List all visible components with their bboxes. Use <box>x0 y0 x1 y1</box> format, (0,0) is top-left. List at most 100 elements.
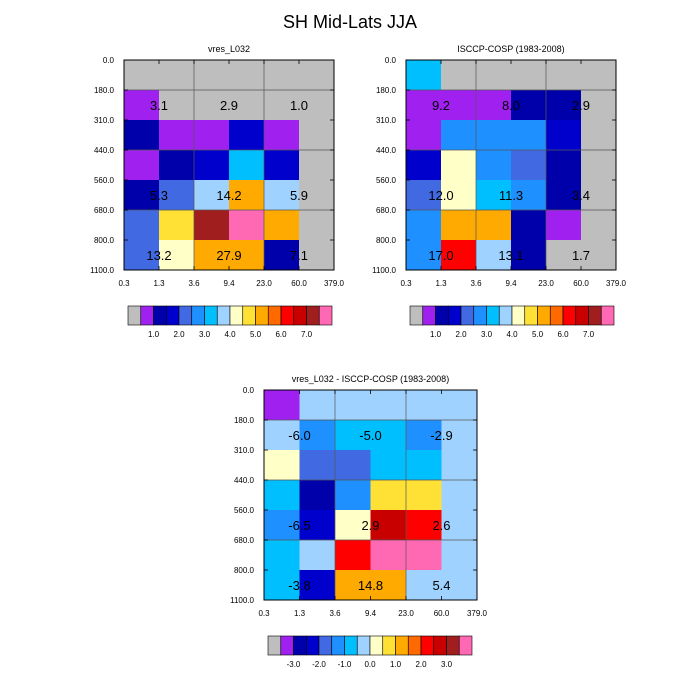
y-tick-label: 440.0 <box>376 146 397 155</box>
y-tick-label: 310.0 <box>234 446 255 455</box>
heatmap-cell <box>264 570 300 601</box>
heatmap-cell <box>406 120 442 151</box>
group-total-label: 14.2 <box>216 188 241 203</box>
heatmap-cell <box>299 240 335 271</box>
heatmap-cell <box>335 540 371 571</box>
colorbar-swatch <box>537 305 551 326</box>
group-total-label: 5.3 <box>150 188 168 203</box>
colorbar: 1.0 2.0 3.0 4.0 5.0 6.0 7.0 <box>127 305 333 339</box>
heatmap-cell <box>299 210 335 241</box>
colorbar-label: 7.0 <box>301 330 313 339</box>
heatmap-cell <box>335 570 371 601</box>
colorbar-label: 1.0 <box>390 660 402 669</box>
colorbar-swatch <box>318 305 333 326</box>
heatmap-cell <box>406 570 442 601</box>
group-total-label: -2.9 <box>430 428 452 443</box>
colorbar-swatch <box>306 305 320 326</box>
group-total-label: 2.6 <box>432 518 450 533</box>
heatmap-cell <box>159 210 195 241</box>
x-tick-label: 379.0 <box>467 609 488 618</box>
heatmap-cell <box>124 60 160 91</box>
heatmap-cell <box>264 390 300 421</box>
heatmap-cell <box>511 120 547 151</box>
heatmap-cell <box>546 240 582 271</box>
colorbar-swatch <box>127 305 142 326</box>
colorbar-label: 1.0 <box>148 330 160 339</box>
group-total-label: 3.1 <box>150 98 168 113</box>
colorbar-swatch <box>549 305 564 326</box>
heatmap-cell <box>335 390 371 421</box>
group-total-label: 12.0 <box>428 188 453 203</box>
x-tick-label: 23.0 <box>398 609 414 618</box>
colorbar-label: 6.0 <box>557 330 569 339</box>
heatmap-cell <box>159 240 195 271</box>
heatmap-cell <box>194 150 230 181</box>
heatmap-cell <box>159 60 195 91</box>
heatmap-cell <box>299 120 335 151</box>
heatmap-cell <box>299 150 335 181</box>
y-tick-label: 180.0 <box>94 86 115 95</box>
colorbar-label: 5.0 <box>250 330 262 339</box>
y-tick-label: 310.0 <box>376 116 397 125</box>
colorbar-label: 2.0 <box>415 660 427 669</box>
heatmap-cell <box>476 210 512 241</box>
heatmap-cell <box>476 240 512 271</box>
heatmap-cell <box>546 90 582 121</box>
x-tick-label: 1.3 <box>294 609 306 618</box>
colorbar-swatch <box>344 635 358 656</box>
heatmap-cell <box>264 240 300 271</box>
y-tick-label: 1100.0 <box>90 266 114 275</box>
x-tick-label: 23.0 <box>256 279 272 288</box>
colorbar-swatch <box>369 635 384 656</box>
y-tick-label: 680.0 <box>94 206 115 215</box>
heatmap-cell <box>159 180 195 211</box>
heatmap-cell <box>299 180 335 211</box>
heatmap-cell <box>406 150 442 181</box>
heatmap-cell <box>370 480 407 511</box>
group-total-label: 5.9 <box>290 188 308 203</box>
colorbar-label: 3.0 <box>199 330 211 339</box>
heatmap-cell <box>335 450 371 481</box>
heatmap-cell <box>441 180 477 211</box>
group-total-label: -6.0 <box>288 428 310 443</box>
heatmap-cell <box>335 510 371 541</box>
heatmap-cell <box>546 180 582 211</box>
x-tick-label: 0.3 <box>258 609 270 618</box>
colorbar-label: -1.0 <box>338 660 352 669</box>
heatmap-cell <box>406 90 442 121</box>
heatmap-cell <box>194 240 230 271</box>
heatmap-cell <box>229 120 265 151</box>
y-tick-label: 800.0 <box>376 236 397 245</box>
y-tick-label: 310.0 <box>94 116 115 125</box>
colorbar-label: -3.0 <box>287 660 301 669</box>
heatmap-cell <box>476 180 512 211</box>
heatmap-cell <box>406 60 442 91</box>
heatmap-cell <box>229 150 265 181</box>
heatmap-cell <box>476 90 512 121</box>
y-tick-label: 0.0 <box>385 56 397 65</box>
colorbar-swatch <box>293 305 307 326</box>
panel-2: ISCCP-COSP (1983-2008) 0.3 1.3 3.6 9.4 23.0 60… <box>372 44 626 339</box>
heatmap-cell <box>581 180 617 211</box>
x-tick-label: 379.0 <box>606 279 627 288</box>
colorbar-swatch <box>280 635 294 656</box>
colorbar-swatch <box>305 635 320 656</box>
heatmap-cell <box>441 390 478 421</box>
heatmap-cell <box>406 180 442 211</box>
colorbar-label: 0.0 <box>364 660 376 669</box>
heatmap-cell <box>159 90 195 121</box>
colorbar-swatch <box>229 305 244 326</box>
heatmap-cell <box>441 510 478 541</box>
colorbar-swatch <box>458 635 473 656</box>
heatmap-cell <box>581 90 617 121</box>
heatmap-cell <box>441 120 477 151</box>
colorbar-label: 2.0 <box>455 330 467 339</box>
group-total-label: 5.4 <box>432 578 450 593</box>
heatmap-cell <box>406 420 442 451</box>
heatmap-cell <box>124 240 160 271</box>
colorbar-swatch <box>433 635 447 656</box>
x-tick-label: 9.4 <box>505 279 517 288</box>
heatmap-cell <box>299 450 336 481</box>
heatmap-cell <box>264 420 300 451</box>
y-tick-label: 680.0 <box>376 206 397 215</box>
